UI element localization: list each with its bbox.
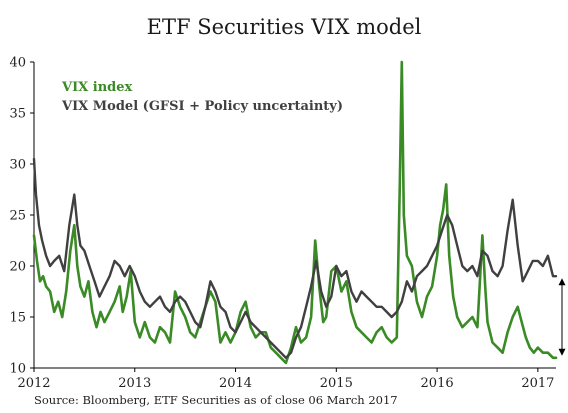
gap-arrow-head-up (558, 278, 566, 286)
y-tick-label: 30 (9, 158, 26, 173)
gap-arrow-head-down (558, 348, 566, 356)
y-tick-label: 40 (9, 56, 26, 71)
legend-label-vix-model: VIX Model (GFSI + Policy uncertainty) (61, 99, 343, 114)
y-tick-label: 10 (9, 362, 26, 377)
legend-label-vix-index: VIX index (61, 80, 133, 95)
axes-layer: 10 15 20 25 30 35 40 2012 2013 2014 2015 2016 2017 (9, 56, 556, 391)
legend: VIX index VIX Model (GFSI + Policy uncer… (61, 80, 343, 114)
chart-source-note: Source: Bloomberg, ETF Securities as of … (34, 393, 398, 407)
series-layer (32, 60, 558, 365)
y-tick-label: 25 (9, 209, 26, 224)
chart-title: ETF Securities VIX model (147, 15, 422, 39)
series-line-vix-model (32, 157, 558, 359)
x-tick-label: 2016 (421, 376, 454, 391)
x-tick-label: 2012 (17, 376, 50, 391)
annotation-layer (558, 278, 566, 356)
x-tick-label: 2013 (118, 376, 151, 391)
y-tick-label: 15 (9, 311, 26, 326)
x-tick-label: 2014 (219, 376, 252, 391)
y-tick-label: 20 (9, 260, 26, 275)
x-tick-label: 2015 (320, 376, 353, 391)
y-tick-label: 35 (9, 107, 26, 122)
x-tick-label: 2017 (521, 376, 554, 391)
